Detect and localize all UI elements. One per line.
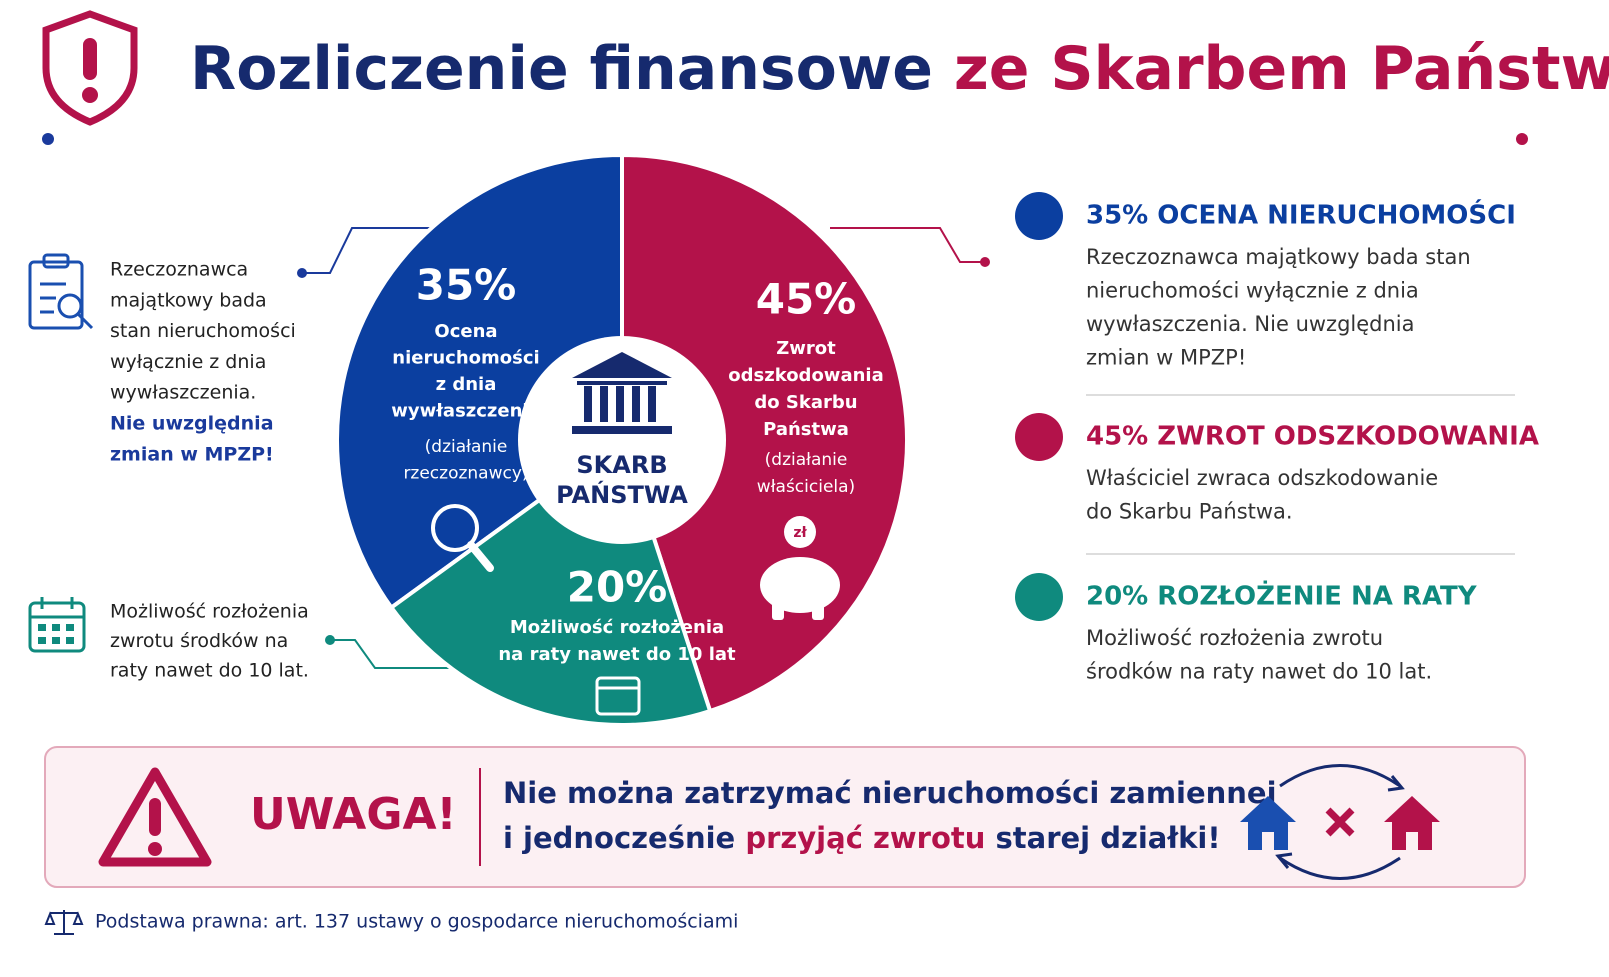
note-text: stan nieruchomości	[110, 320, 296, 342]
footer-note: Podstawa prawna: art. 137 ustawy o gospo…	[95, 911, 738, 933]
connectors	[302, 227, 985, 669]
bank-column	[600, 386, 608, 422]
slice-text: nieruchomości	[392, 348, 539, 369]
slice-text: Możliwość rozłożenia	[510, 617, 724, 638]
note-text: Możliwość rozłożenia	[110, 601, 309, 623]
piggy-coin	[784, 516, 816, 548]
value-label: 45%	[756, 275, 857, 324]
slice-note: rzeczoznawcy)	[403, 464, 528, 484]
title: Rozliczenie finansowe ze Skarbem Państwa	[190, 34, 1609, 104]
slice-note: (działanie	[425, 437, 508, 457]
legend-description: wywłaszczenia. Nie uwzględnia	[1086, 312, 1415, 336]
warning-label: UWAGA!	[250, 789, 457, 840]
slice-note: (działanie	[765, 450, 848, 470]
note-text: majątkowy bada	[110, 289, 267, 311]
legend-swatch	[1015, 192, 1063, 240]
piggy-leg	[772, 600, 784, 620]
legend-description: Możliwość rozłożenia zwrotu	[1086, 626, 1383, 650]
note-text: raty nawet do 10 lat.	[110, 660, 309, 682]
magnifier-lens	[431, 504, 479, 552]
calendar-icon	[28, 597, 86, 653]
connector-dot	[297, 268, 307, 278]
slice-text: do Skarbu	[754, 392, 857, 413]
slice-text: z dnia	[436, 374, 497, 395]
warning-text: i jednocześnie przyjąć zwrotu starej dzi…	[503, 821, 1221, 855]
legend-description: Właściciel zwraca odszkodowanie	[1086, 466, 1438, 490]
warning-icon	[98, 767, 212, 867]
bank-roof	[572, 352, 672, 378]
note-emphasis: Nie uwzględnia	[110, 413, 274, 435]
bank-column	[616, 386, 624, 422]
legend-heading: 45% ZWROT ODSZKODOWANIA	[1086, 422, 1539, 452]
warning-text-part: przyjąć zwrotu	[745, 821, 985, 855]
connector	[302, 227, 445, 274]
piggy-icon: zł	[760, 516, 840, 620]
title-part: Rozliczenie finansowe	[190, 34, 933, 104]
magnifier-handle	[467, 541, 494, 572]
slice-text: na raty nawet do 10 lat	[498, 644, 736, 665]
connector	[830, 227, 985, 263]
slice-text: odszkodowania	[728, 365, 883, 386]
title-part: ze Skarbem Państwa	[954, 34, 1609, 104]
shield-icon	[42, 10, 138, 126]
clipboard-icon	[28, 253, 94, 330]
center-label: PAŃSTWA	[556, 480, 688, 509]
note-text: wywłaszczenia.	[110, 382, 256, 404]
piggy-label: zł	[793, 525, 807, 541]
bank-base	[572, 426, 672, 434]
legend-heading: 35% OCENA NIERUCHOMOŚCI	[1086, 199, 1516, 231]
connector-dot	[980, 257, 990, 267]
calendar-icon	[595, 676, 641, 716]
legend-swatch	[1015, 573, 1063, 621]
piggy-leg	[812, 600, 824, 620]
piggy-body	[760, 557, 840, 613]
scales-icon	[44, 910, 84, 935]
bank-base	[577, 381, 667, 385]
legend-description: środków na raty nawet do 10 lat.	[1086, 660, 1432, 684]
legend-description: Rzeczoznawca majątkowy bada stan	[1086, 245, 1471, 269]
note-emphasis: zmian w MPZP!	[110, 443, 274, 465]
center-label: SKARB	[576, 451, 667, 479]
left-notes: Rzeczoznawca majątkowy bada stan nieruchom…	[110, 259, 309, 682]
magnifier-icon	[431, 504, 494, 572]
note-text: zwrotu środków na	[110, 630, 288, 652]
slice-text: wywłaszczenia	[391, 401, 541, 422]
exchange-icon	[1240, 764, 1440, 880]
warning-text: Nie można zatrzymać nieruchomości zamien…	[503, 776, 1277, 810]
bank-column	[648, 386, 656, 422]
rule-dot	[1516, 133, 1528, 145]
slice-text: Państwa	[763, 419, 849, 440]
connector	[330, 639, 455, 669]
bank-icon	[572, 352, 672, 434]
rule-dot	[42, 133, 54, 145]
warning-text-part: i jednocześnie	[503, 821, 735, 855]
legend-description: nieruchomości wyłącznie z dnia	[1086, 279, 1419, 303]
note-text: Rzeczoznawca	[110, 259, 248, 281]
bank-column	[584, 386, 592, 422]
warning-text-part: starej działki!	[996, 821, 1221, 855]
bank-column	[632, 386, 640, 422]
note-text: wyłącznie z dnia	[110, 351, 266, 373]
legend-description: zmian w MPZP!	[1086, 346, 1246, 370]
legend-heading: 20% ROZŁOŻENIE NA RATY	[1086, 580, 1478, 612]
slice-text: Ocena	[434, 321, 497, 342]
value-label: 20%	[567, 563, 668, 612]
slice-note: właściciela)	[757, 477, 855, 497]
pie-slice	[335, 152, 624, 611]
value-label: 35%	[416, 261, 517, 310]
warning-banner	[44, 746, 1526, 888]
legend-swatch	[1015, 413, 1063, 461]
center-hole	[518, 336, 726, 544]
calendar-frame	[595, 676, 641, 716]
legend: 35% OCENA NIERUCHOMOŚCI Rzeczoznawca mają…	[1015, 192, 1539, 684]
pie-slice	[620, 152, 909, 714]
slice-text: Zwrot	[776, 338, 836, 359]
legend-description: do Skarbu Państwa.	[1086, 500, 1293, 524]
connector-dot	[325, 635, 335, 645]
